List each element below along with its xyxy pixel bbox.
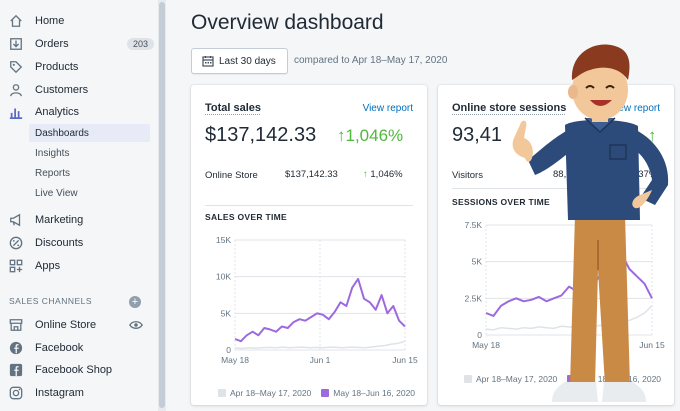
- sidebar-item-label: Discounts: [35, 237, 84, 249]
- y-tick-label: 0: [226, 345, 231, 355]
- date-range-label: Last 30 days: [219, 55, 276, 67]
- view-report-link[interactable]: View report: [362, 103, 413, 114]
- sidebar-item-products[interactable]: Products: [8, 57, 154, 77]
- comparison-text: compared to Apr 18–May 17, 2020: [294, 55, 448, 66]
- x-tick-label: Jun 1: [310, 355, 331, 365]
- sidebar-item-facebook[interactable]: Facebook: [8, 338, 154, 358]
- sidebar-subitem-insights[interactable]: Insights: [35, 147, 70, 159]
- sidebar-item-label: Analytics: [35, 106, 80, 118]
- breakdown-change: 1,046%: [370, 169, 403, 180]
- sidebar-item-label: Marketing: [35, 214, 84, 226]
- sidebar-scrollbar[interactable]: [158, 0, 166, 411]
- total-sales-card: Total sales View report $137,142.33 ↑1,0…: [191, 85, 427, 405]
- discount-icon: [8, 235, 24, 251]
- instagram-icon: [8, 385, 24, 401]
- arrow-up-icon: ↑: [363, 169, 368, 180]
- orders-count-badge: 203: [126, 38, 154, 50]
- sidebar-item-label: Customers: [35, 84, 89, 96]
- divider: [452, 188, 660, 189]
- breakdown-change: 437%: [633, 169, 658, 180]
- sidebar-item-online-store[interactable]: Online Store: [8, 315, 154, 335]
- scrollbar-thumb[interactable]: [159, 2, 165, 408]
- page-title: Overview dashboard: [191, 11, 384, 34]
- chart-legend: Apr 18–May 17, 2020 May 18–Jun 16, 2020: [218, 388, 415, 398]
- x-tick-label: May 18: [221, 355, 249, 365]
- y-tick-label: 7.5K: [465, 220, 483, 230]
- total-sales-value: $137,142.33: [205, 124, 317, 146]
- divider: [205, 205, 413, 206]
- breakdown-value: $137,142.33: [285, 169, 338, 180]
- sidebar-item-apps[interactable]: Apps: [8, 256, 154, 276]
- chart-title: SESSIONS OVER TIME: [452, 197, 550, 207]
- series-line-current: [234, 277, 406, 343]
- sidebar-subitem-reports[interactable]: Reports: [35, 167, 71, 179]
- home-icon: [8, 13, 24, 29]
- apps-icon: [8, 258, 24, 274]
- x-tick-label: Jun 15: [392, 355, 418, 365]
- sidebar-item-customers[interactable]: Customers: [8, 80, 154, 100]
- series-line-previous: [234, 340, 406, 350]
- legend-label-current: May 18–Jun 16, 2020: [333, 388, 416, 398]
- sidebar-item-label: Instagram: [35, 387, 84, 399]
- legend-label-previous: Apr 18–May 17, 2020: [230, 388, 312, 398]
- eye-icon[interactable]: [129, 319, 143, 331]
- sidebar: Home Orders 203 Products Customers Analy…: [0, 0, 158, 411]
- bar-chart-icon: [8, 104, 24, 120]
- date-range-button[interactable]: Last 30 days: [191, 48, 288, 74]
- legend-swatch-previous: [464, 375, 472, 383]
- sidebar-item-facebook-shop[interactable]: Facebook Shop: [8, 360, 154, 380]
- sidebar-item-label: Home: [35, 15, 65, 27]
- sidebar-subitem-dashboards[interactable]: Dashboards: [29, 124, 150, 142]
- sidebar-subitem-live-view[interactable]: Live View: [35, 187, 78, 199]
- tag-icon: [8, 59, 24, 75]
- facebook-icon: [8, 362, 24, 378]
- sidebar-item-label: Facebook Shop: [35, 364, 113, 376]
- facebook-icon: [8, 340, 24, 356]
- person-icon: [8, 82, 24, 98]
- add-channel-plus-icon[interactable]: +: [129, 296, 141, 308]
- x-tick-label: May 18: [472, 340, 500, 350]
- sidebar-item-discounts[interactable]: Discounts: [8, 233, 154, 253]
- cartoon-person-illustration: [512, 44, 669, 402]
- legend-swatch-current: [321, 389, 330, 397]
- view-report-link[interactable]: View report: [609, 103, 660, 114]
- sales-channels-heading: SALES CHANNELS: [9, 296, 93, 306]
- legend-label-previous: Apr 18–May 17, 2020: [476, 374, 558, 384]
- sidebar-item-orders[interactable]: Orders 203: [8, 34, 154, 54]
- breakdown-value: 88,: [553, 169, 567, 180]
- chart-title: SALES OVER TIME: [205, 212, 287, 222]
- sidebar-item-home[interactable]: Home: [8, 11, 154, 31]
- sidebar-item-label: Products: [35, 61, 79, 73]
- sales-chart: 0 5K 10K 15K May 18 Jun 1 Jun 15: [216, 235, 418, 365]
- calendar-icon: [202, 56, 214, 67]
- megaphone-icon: [8, 212, 24, 228]
- y-tick-label: 0: [477, 330, 482, 340]
- breakdown-label: Visitors: [452, 170, 483, 181]
- y-tick-label: 10K: [216, 272, 231, 282]
- sidebar-item-instagram[interactable]: Instagram: [8, 383, 154, 403]
- card-title[interactable]: Online store sessions: [452, 102, 567, 114]
- sidebar-item-label: Facebook: [35, 342, 84, 354]
- y-tick-label: 2.5K: [465, 293, 483, 303]
- y-tick-label: 5K: [221, 308, 232, 318]
- total-sales-change: ↑1,046%: [337, 126, 404, 145]
- sidebar-item-label: Online Store: [35, 319, 97, 331]
- card-title[interactable]: Total sales: [205, 102, 262, 114]
- orders-icon: [8, 36, 24, 52]
- store-icon: [8, 317, 24, 333]
- breakdown-label: Online Store: [205, 170, 258, 181]
- x-tick-label: Jun 15: [639, 340, 665, 350]
- sessions-change: ↑: [648, 126, 657, 145]
- sidebar-item-analytics[interactable]: Analytics: [8, 102, 154, 122]
- sidebar-item-label: Apps: [35, 260, 61, 272]
- sidebar-item-label: Orders: [35, 38, 69, 50]
- sessions-value: 93,41: [452, 124, 503, 146]
- y-tick-label: 15K: [216, 235, 231, 245]
- y-tick-label: 5K: [472, 257, 483, 267]
- legend-swatch-previous: [218, 389, 226, 397]
- sidebar-item-marketing[interactable]: Marketing: [8, 210, 154, 230]
